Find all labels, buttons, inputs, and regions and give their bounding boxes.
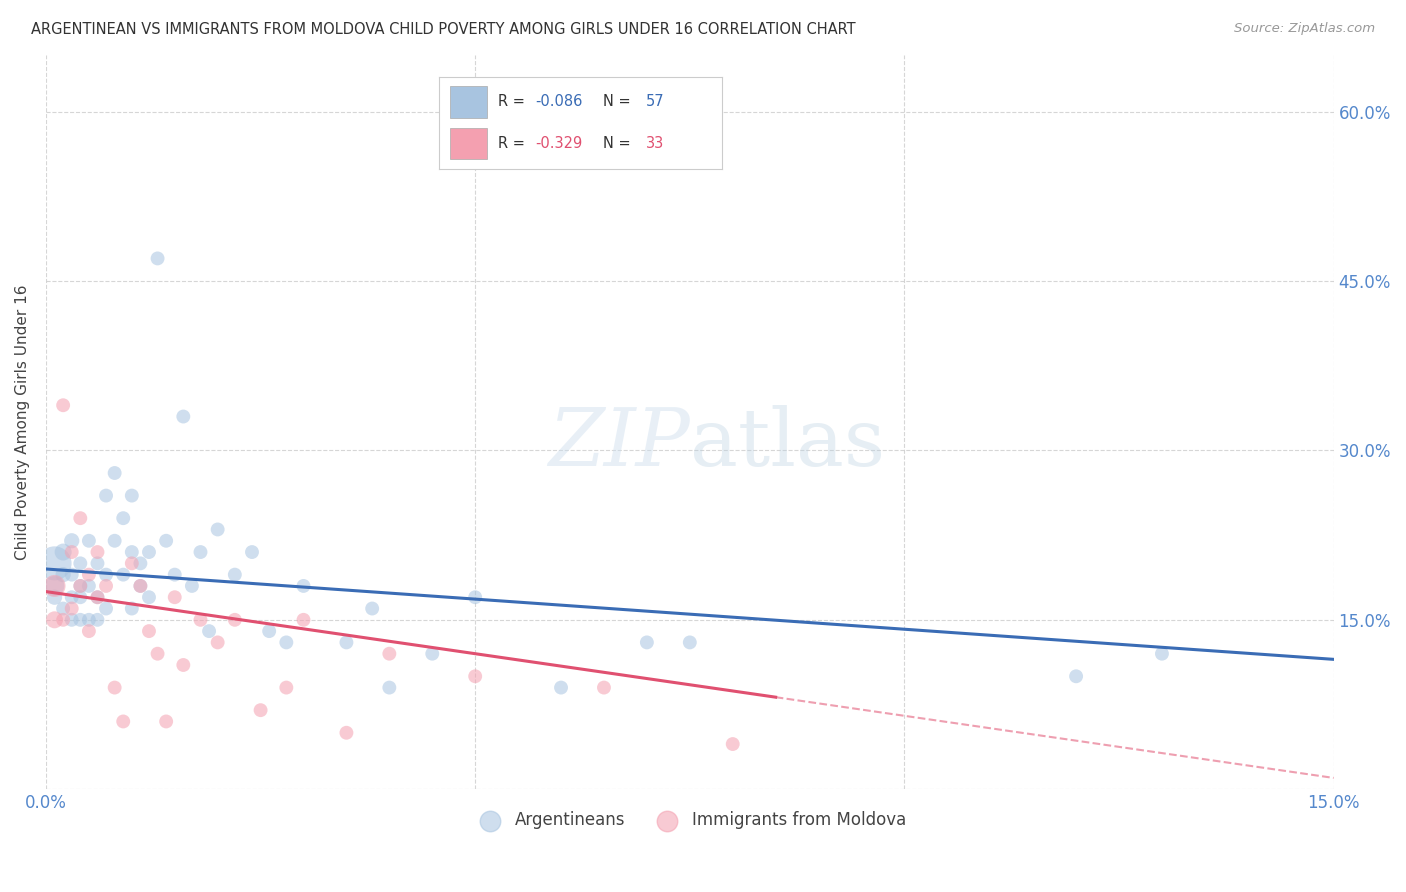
Point: [44, 591, 66, 605]
Point: [224, 567, 246, 582]
Point: [94, 601, 117, 615]
Point: [69, 579, 91, 593]
Point: [60, 601, 83, 615]
Point: [155, 714, 177, 729]
Point: [464, 669, 486, 683]
Text: ARGENTINEAN VS IMMIGRANTS FROM MOLDOVA CHILD POVERTY AMONG GIRLS UNDER 16 CORREL: ARGENTINEAN VS IMMIGRANTS FROM MOLDOVA C…: [31, 22, 856, 37]
Point: [69, 557, 91, 571]
Point: [86, 557, 108, 571]
Point: [86, 591, 108, 605]
Point: [44, 579, 66, 593]
Point: [550, 681, 572, 695]
Point: [69, 613, 91, 627]
Point: [104, 681, 127, 695]
Point: [52, 398, 75, 412]
Point: [292, 613, 315, 627]
Text: atlas: atlas: [690, 405, 884, 483]
Point: [94, 579, 117, 593]
Point: [121, 545, 143, 559]
Point: [121, 601, 143, 615]
Point: [207, 635, 229, 649]
Point: [121, 557, 143, 571]
Point: [86, 613, 108, 627]
Point: [77, 624, 100, 639]
Point: [60, 591, 83, 605]
Point: [335, 725, 357, 739]
Point: [77, 579, 100, 593]
Point: [86, 591, 108, 605]
Point: [276, 681, 298, 695]
Point: [138, 545, 160, 559]
Point: [129, 579, 152, 593]
Point: [593, 681, 616, 695]
Point: [335, 635, 357, 649]
Point: [60, 567, 83, 582]
Point: [146, 252, 169, 266]
Point: [86, 545, 108, 559]
Point: [198, 624, 221, 639]
Point: [60, 533, 83, 548]
Legend: Argentineans, Immigrants from Moldova: Argentineans, Immigrants from Moldova: [467, 805, 912, 836]
Point: [77, 613, 100, 627]
Point: [636, 635, 658, 649]
Point: [69, 579, 91, 593]
Point: [292, 579, 315, 593]
Text: Source: ZipAtlas.com: Source: ZipAtlas.com: [1234, 22, 1375, 36]
Point: [172, 409, 194, 424]
Point: [44, 557, 66, 571]
Point: [224, 613, 246, 627]
Point: [378, 647, 401, 661]
Point: [464, 591, 486, 605]
Point: [129, 579, 152, 593]
Point: [146, 647, 169, 661]
Point: [52, 601, 75, 615]
Point: [94, 489, 117, 503]
Point: [112, 567, 135, 582]
Point: [129, 557, 152, 571]
Point: [52, 545, 75, 559]
Point: [155, 533, 177, 548]
Point: [1064, 669, 1087, 683]
Point: [190, 545, 212, 559]
Point: [44, 613, 66, 627]
Point: [721, 737, 744, 751]
Point: [77, 567, 100, 582]
Point: [420, 647, 443, 661]
Point: [180, 579, 202, 593]
Point: [69, 591, 91, 605]
Point: [52, 567, 75, 582]
Point: [60, 613, 83, 627]
Point: [52, 613, 75, 627]
Point: [207, 523, 229, 537]
Point: [69, 511, 91, 525]
Point: [163, 591, 186, 605]
Point: [276, 635, 298, 649]
Point: [190, 613, 212, 627]
Point: [44, 579, 66, 593]
Point: [112, 714, 135, 729]
Point: [112, 511, 135, 525]
Y-axis label: Child Poverty Among Girls Under 16: Child Poverty Among Girls Under 16: [15, 285, 30, 560]
Point: [378, 681, 401, 695]
Point: [257, 624, 280, 639]
Point: [249, 703, 271, 717]
Point: [77, 533, 100, 548]
Point: [138, 591, 160, 605]
Point: [104, 533, 127, 548]
Point: [361, 601, 384, 615]
Point: [121, 489, 143, 503]
Text: ZIP: ZIP: [548, 406, 690, 483]
Point: [60, 545, 83, 559]
Point: [94, 567, 117, 582]
Point: [138, 624, 160, 639]
Point: [1150, 647, 1173, 661]
Point: [163, 567, 186, 582]
Point: [104, 466, 127, 480]
Point: [679, 635, 702, 649]
Point: [240, 545, 263, 559]
Point: [172, 658, 194, 673]
